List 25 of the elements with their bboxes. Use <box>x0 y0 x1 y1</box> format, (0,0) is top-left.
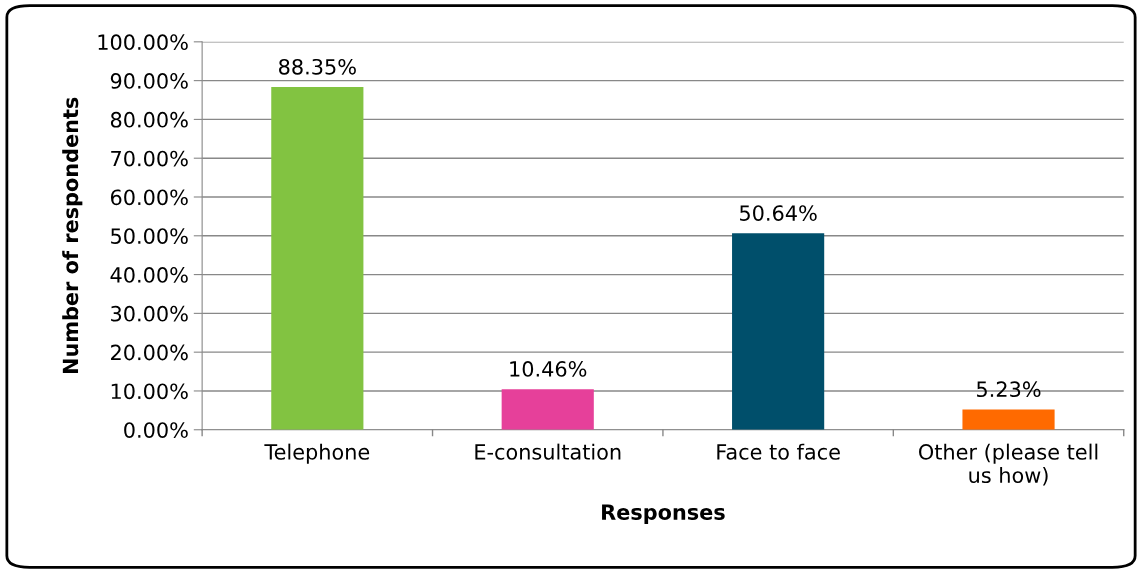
x-tick-label: E-consultation <box>475 443 621 460</box>
data-label: 10.46% <box>510 361 587 377</box>
y-tick-label: 10.00% <box>111 383 188 400</box>
y-tick-label: 20.00% <box>111 344 188 361</box>
y-tick-label: 30.00% <box>111 305 188 322</box>
data-label: 88.35% <box>279 58 356 75</box>
y-tick-label: 0.00% <box>124 422 188 438</box>
x-axis-title: Responses <box>602 504 725 524</box>
y-tick-label: 50.00% <box>111 228 188 244</box>
y-tick-label: 40.00% <box>110 267 188 283</box>
x-tick-label: Face to face <box>717 443 840 460</box>
y-tick-label: 90.00% <box>110 73 188 89</box>
data-label: 50.64% <box>740 205 817 221</box>
bar <box>501 389 594 430</box>
bar <box>962 409 1055 430</box>
x-tick-label: Telephone <box>264 443 370 464</box>
y-tick-label: 70.00% <box>111 150 188 167</box>
bar <box>271 87 364 430</box>
y-tick-label: 60.00% <box>110 189 188 206</box>
data-label: 5.23% <box>977 381 1041 398</box>
y-tick-label: 100.00% <box>98 34 188 51</box>
bar <box>732 233 825 430</box>
y-axis-title: Number of respondents <box>62 97 83 374</box>
y-tick-label: 80.00% <box>110 111 188 128</box>
x-tick-label: Other (please tell us how) <box>919 443 1098 486</box>
